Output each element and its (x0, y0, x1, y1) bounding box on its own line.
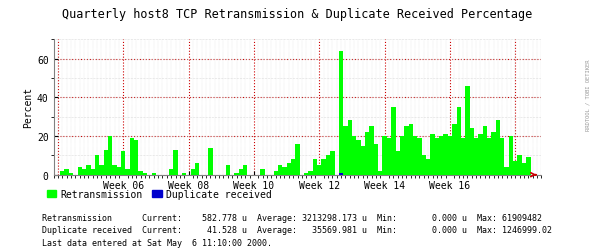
Bar (361, 146, 365, 175)
Bar (505, 167, 509, 175)
Bar (77, 167, 82, 175)
Bar (343, 127, 347, 175)
Bar (509, 136, 513, 175)
Bar (491, 132, 496, 175)
Text: Retransmission      Current:    582.778 u  Average: 3213298.173 u  Min:       0.: Retransmission Current: 582.778 u Averag… (42, 213, 541, 222)
Bar (304, 173, 308, 175)
Bar (117, 167, 121, 175)
Text: Duplicate received  Current:     41.528 u  Average:   35569.981 u  Min:       0.: Duplicate received Current: 41.528 u Ave… (42, 225, 552, 234)
Y-axis label: Percent: Percent (23, 87, 33, 128)
Bar (413, 136, 417, 175)
Bar (374, 144, 378, 175)
Bar (435, 138, 439, 175)
Bar (126, 169, 130, 175)
Bar (195, 164, 199, 175)
Bar (152, 173, 156, 175)
Bar (339, 173, 343, 175)
Bar (456, 108, 461, 175)
Bar (182, 173, 186, 175)
Bar (426, 160, 430, 175)
Bar (313, 160, 317, 175)
Bar (108, 136, 112, 175)
Bar (99, 165, 104, 175)
Bar (239, 169, 243, 175)
Bar (321, 160, 326, 175)
Bar (513, 162, 518, 175)
Bar (308, 171, 313, 175)
Bar (422, 156, 426, 175)
Bar (404, 127, 409, 175)
Bar (104, 150, 108, 175)
Bar (208, 148, 212, 175)
Bar (226, 165, 230, 175)
Bar (474, 138, 478, 175)
Bar (487, 138, 491, 175)
Bar (369, 127, 374, 175)
Bar (82, 169, 86, 175)
Bar (261, 169, 265, 175)
Text: Last data entered at Sat May  6 11:10:00 2000.: Last data entered at Sat May 6 11:10:00 … (42, 238, 272, 247)
Bar (500, 138, 505, 175)
Bar (383, 136, 387, 175)
Bar (326, 156, 330, 175)
Bar (287, 164, 291, 175)
Bar (139, 171, 143, 175)
Bar (452, 125, 456, 175)
Bar (86, 165, 90, 175)
Bar (443, 134, 448, 175)
Bar (234, 173, 239, 175)
Text: RRDTOOL / TOBI OETIKER: RRDTOOL / TOBI OETIKER (585, 60, 590, 130)
Bar (278, 165, 282, 175)
Bar (64, 169, 69, 175)
Bar (339, 52, 343, 175)
Bar (60, 171, 64, 175)
Bar (430, 134, 435, 175)
Bar (448, 136, 452, 175)
Bar (95, 156, 99, 175)
Bar (461, 138, 465, 175)
Bar (496, 121, 500, 175)
Bar (134, 140, 139, 175)
Bar (143, 173, 147, 175)
Bar (317, 165, 321, 175)
Bar (387, 138, 391, 175)
Bar (526, 158, 531, 175)
Bar (518, 156, 522, 175)
Bar (347, 121, 352, 175)
Bar (352, 136, 356, 175)
Bar (400, 136, 404, 175)
Bar (378, 171, 383, 175)
Bar (282, 167, 287, 175)
Bar (465, 86, 469, 175)
Bar (478, 134, 483, 175)
Bar (356, 140, 361, 175)
Bar (243, 165, 248, 175)
Legend: Retransmission, Duplicate received: Retransmission, Duplicate received (46, 189, 271, 199)
Bar (121, 152, 126, 175)
Bar (191, 169, 195, 175)
Bar (291, 160, 295, 175)
Bar (274, 171, 278, 175)
Bar (522, 164, 526, 175)
Bar (295, 144, 300, 175)
Bar (169, 169, 173, 175)
Bar (130, 138, 134, 175)
Bar (90, 169, 95, 175)
Bar (469, 129, 474, 175)
Bar (330, 152, 334, 175)
Bar (483, 127, 487, 175)
Bar (365, 132, 369, 175)
Bar (173, 150, 178, 175)
Bar (396, 152, 400, 175)
Bar (112, 165, 117, 175)
Bar (69, 173, 73, 175)
Bar (417, 138, 422, 175)
Bar (439, 136, 443, 175)
Bar (409, 125, 413, 175)
Text: Quarterly host8 TCP Retransmission & Duplicate Received Percentage: Quarterly host8 TCP Retransmission & Dup… (62, 8, 533, 21)
Bar (391, 108, 396, 175)
